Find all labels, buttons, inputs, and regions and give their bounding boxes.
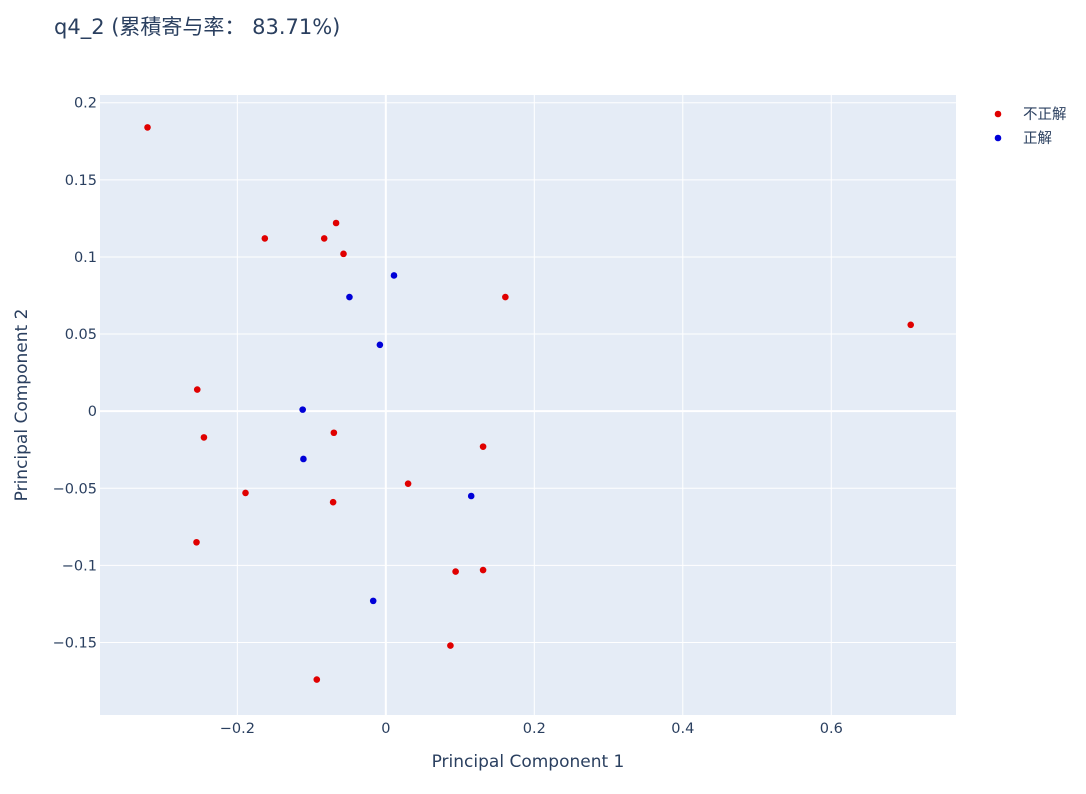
data-point <box>332 219 340 227</box>
data-point <box>390 272 398 279</box>
legend-marker <box>994 110 1002 118</box>
y-tick-label: 0 <box>88 404 97 420</box>
data-point <box>907 321 915 329</box>
x-tick-label: 0.4 <box>671 721 694 737</box>
data-point <box>300 455 307 463</box>
data-point <box>200 434 208 441</box>
data-point <box>479 566 487 574</box>
y-tick-label: −0.1 <box>62 558 97 574</box>
x-axis-ticks: −0.2 0 0.2 0.4 0.6 <box>220 721 843 737</box>
x-tick-label: 0.6 <box>820 721 843 737</box>
legend-label: 不正解 <box>1023 106 1067 123</box>
data-point <box>502 293 509 301</box>
grid-lines <box>100 95 956 715</box>
y-axis-title: Principal Component 2 <box>12 309 32 502</box>
y-axis-ticks: −0.15 −0.1 −0.05 0 0.05 0.1 0.15 0.2 <box>53 96 97 652</box>
legend-item[interactable]: 不正解 <box>994 106 1067 123</box>
x-tick-label: 0 <box>381 721 390 737</box>
data-point <box>447 642 454 649</box>
y-tick-label: 0.15 <box>65 173 97 189</box>
legend-label: 正解 <box>1023 130 1052 147</box>
data-point <box>340 250 347 258</box>
plot-area <box>100 95 956 715</box>
data-point <box>467 492 475 500</box>
data-point <box>376 341 384 349</box>
chart-title: q4_2 (累積寄与率： 83.71%) <box>54 15 341 39</box>
legend-item[interactable]: 正解 <box>994 130 1052 147</box>
data-point <box>193 386 201 393</box>
data-point <box>261 235 269 242</box>
x-tick-label: −0.2 <box>220 721 255 737</box>
data-point <box>479 443 487 450</box>
data-point <box>404 480 412 487</box>
data-point <box>299 406 306 413</box>
data-point <box>313 676 321 683</box>
data-point <box>369 597 377 605</box>
data-point <box>242 489 249 497</box>
data-point <box>330 429 338 437</box>
x-axis-title: Principal Component 1 <box>432 752 625 772</box>
data-point <box>320 235 328 242</box>
y-tick-label: −0.15 <box>53 636 97 652</box>
y-tick-label: 0.05 <box>65 327 97 343</box>
y-tick-label: −0.05 <box>53 481 97 497</box>
y-tick-label: 0.2 <box>74 96 97 112</box>
data-point <box>452 568 459 575</box>
data-point <box>193 538 200 546</box>
y-tick-label: 0.1 <box>74 250 97 266</box>
legend-marker <box>994 134 1002 142</box>
data-point <box>346 293 353 301</box>
data-point <box>144 124 151 131</box>
data-point <box>329 498 337 506</box>
x-tick-label: 0.2 <box>523 721 546 737</box>
data-points <box>144 124 915 683</box>
